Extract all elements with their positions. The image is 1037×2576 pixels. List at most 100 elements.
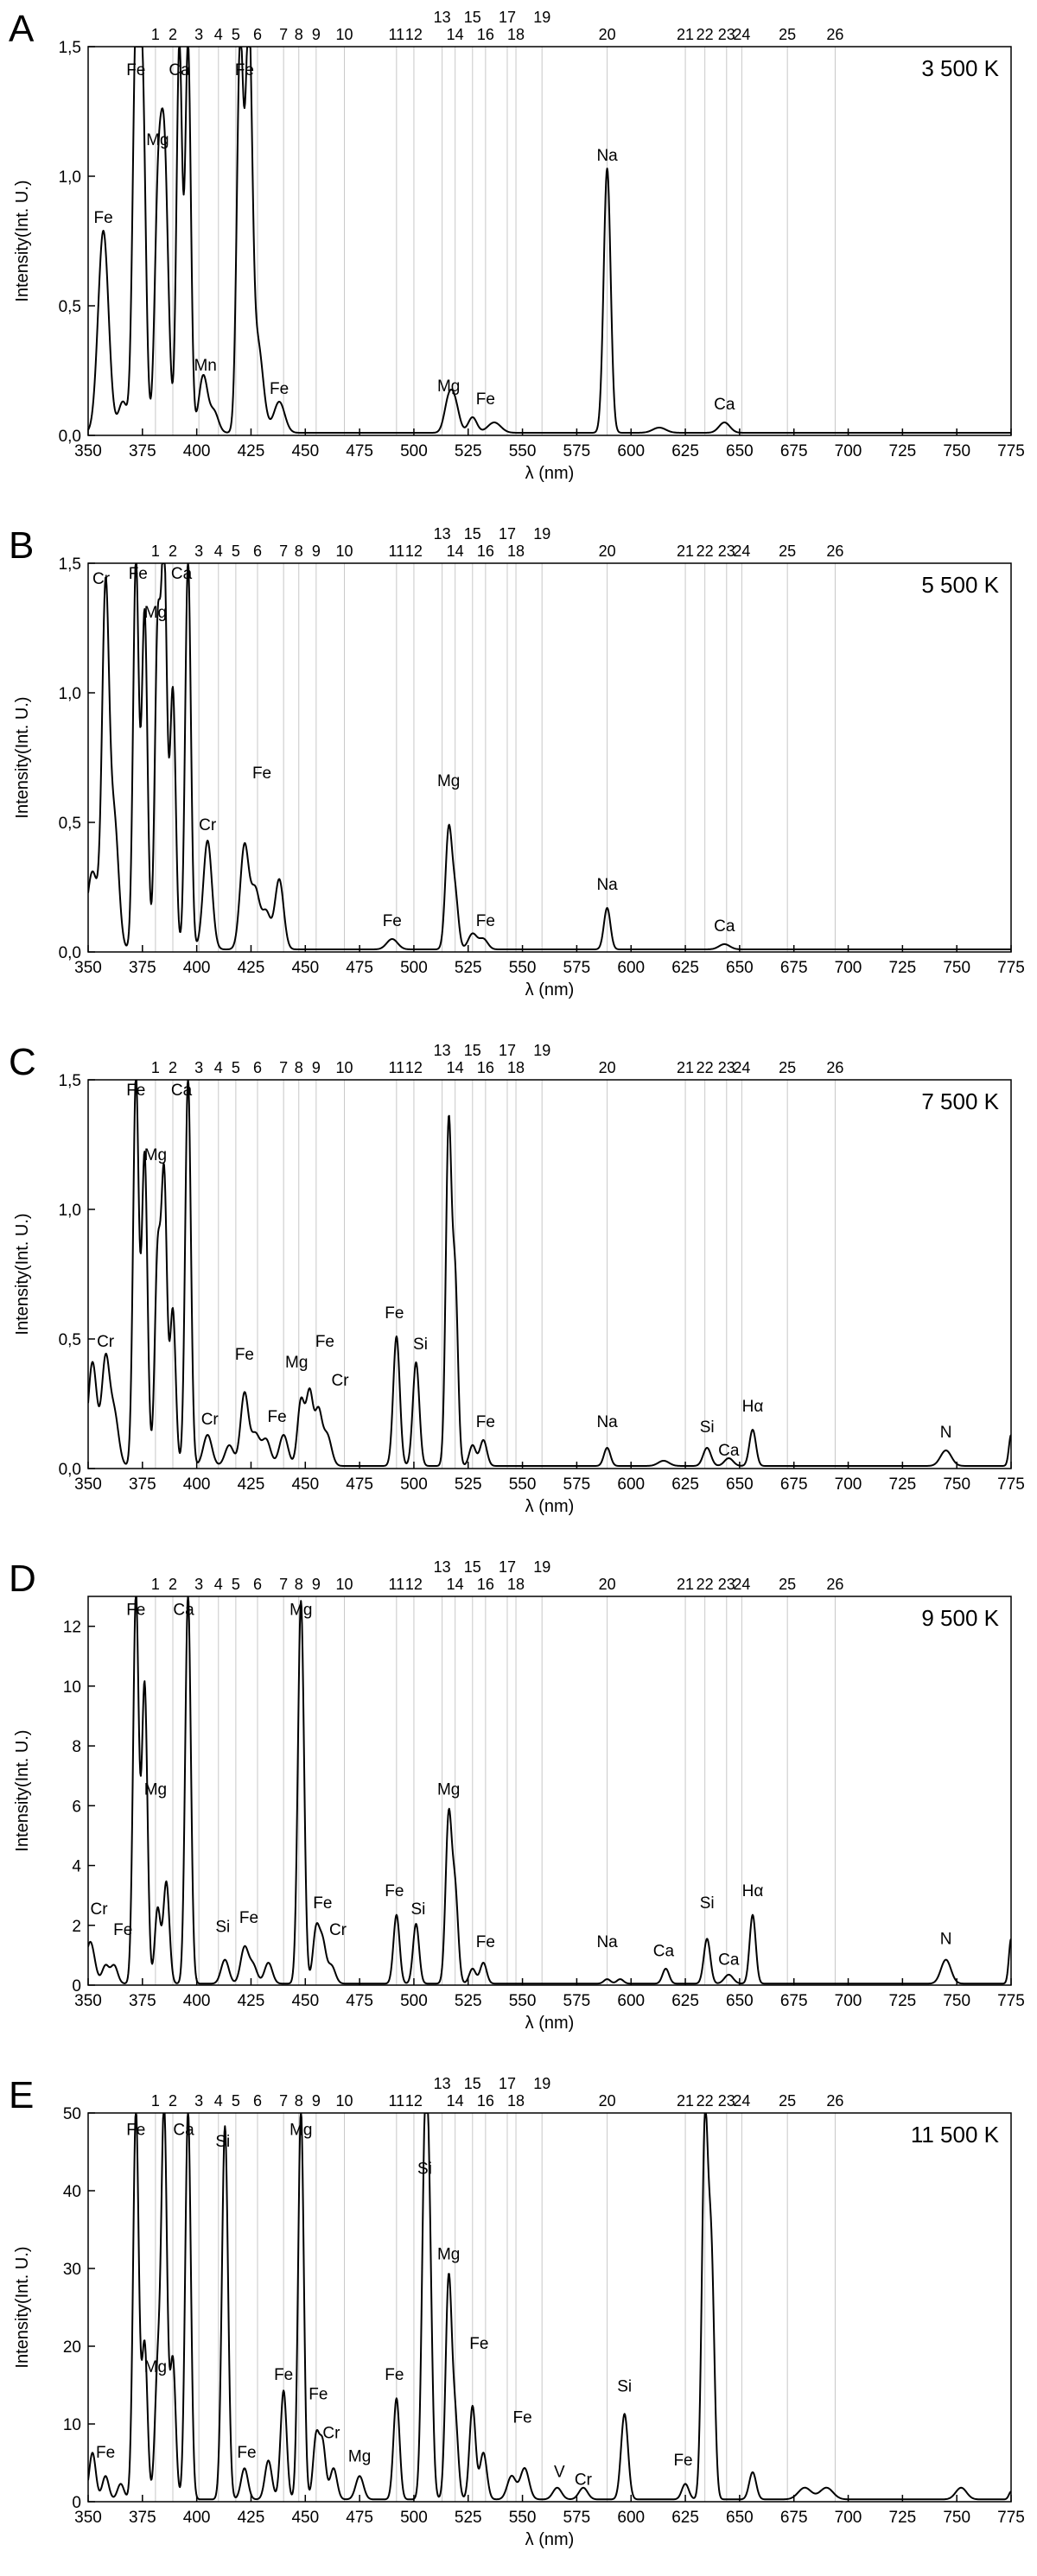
reference-label-13: 13	[434, 1558, 451, 1576]
x-tick-label: 500	[400, 1992, 428, 2010]
peak-label: N	[940, 1930, 952, 1948]
reference-label-20: 20	[599, 26, 616, 43]
x-tick-label: 750	[943, 1992, 970, 2010]
reference-label-20: 20	[599, 2092, 616, 2110]
peak-label: Ca	[718, 1442, 740, 1460]
reference-label-21: 21	[677, 542, 694, 560]
peak-label: Fe	[313, 1894, 332, 1913]
y-tick-label: 4	[72, 1858, 81, 1876]
peak-label: Fe	[385, 1304, 404, 1323]
reference-label-22: 22	[697, 1576, 714, 1593]
x-tick-label: 600	[617, 1475, 645, 1494]
peak-label: Ca	[169, 61, 190, 79]
reference-label-22: 22	[697, 1059, 714, 1076]
reference-label-24: 24	[733, 2092, 750, 2110]
peak-label: Cr	[91, 1900, 109, 1919]
x-tick-label: 425	[238, 1475, 265, 1494]
peak-label: Na	[596, 147, 618, 165]
reference-label-14: 14	[447, 26, 464, 43]
x-tick-label: 600	[617, 959, 645, 977]
x-tick-label: 775	[997, 1992, 1025, 2010]
peak-label: Si	[417, 2160, 432, 2179]
x-tick-label: 400	[183, 2509, 211, 2527]
peak-label: Cr	[97, 1333, 115, 1351]
x-tick-label: 700	[835, 959, 862, 977]
reference-label-13: 13	[434, 9, 451, 26]
reference-label-17: 17	[499, 525, 516, 542]
peak-label: Fe	[274, 2366, 293, 2384]
reference-label-25: 25	[779, 2092, 796, 2110]
reference-lines	[155, 47, 836, 435]
x-tick-label: 450	[291, 2509, 319, 2527]
peak-label: Mg	[144, 2358, 167, 2376]
reference-label-5: 5	[232, 542, 240, 560]
x-tick-label: 450	[291, 959, 319, 977]
y-axis-label: Intensity(Int. U.)	[13, 180, 32, 301]
x-tick-label: 775	[997, 1475, 1025, 1494]
reference-label-23: 23	[718, 1059, 735, 1076]
x-tick-label: 725	[889, 442, 917, 460]
x-tick-label: 700	[835, 2509, 862, 2527]
reference-label-25: 25	[779, 1059, 796, 1076]
peak-label: Fe	[235, 1346, 254, 1364]
plot-frame	[87, 1079, 1012, 1469]
x-tick-label: 375	[129, 1992, 156, 2010]
reference-label-8: 8	[295, 26, 303, 43]
y-axis-label: Intensity(Int. U.)	[13, 1729, 32, 1851]
x-tick-label: 525	[455, 2509, 482, 2527]
peak-label: Mg	[437, 772, 460, 790]
reference-label-22: 22	[697, 26, 714, 43]
reference-label-8: 8	[295, 2092, 303, 2110]
reference-label-1: 1	[151, 1576, 160, 1593]
x-tick-label: 400	[183, 442, 211, 460]
reference-label-6: 6	[253, 2092, 262, 2110]
x-tick-label: 575	[563, 2509, 591, 2527]
reference-label-4: 4	[214, 26, 223, 43]
reference-label-23: 23	[718, 2092, 735, 2110]
reference-label-9: 9	[312, 1576, 321, 1593]
x-tick-label: 750	[943, 959, 970, 977]
reference-label-1: 1	[151, 26, 160, 43]
reference-label-16: 16	[477, 542, 494, 560]
x-tick-label: 750	[943, 1475, 970, 1494]
peak-label: Mg	[285, 1354, 308, 1372]
peak-label: Si	[215, 2133, 230, 2151]
reference-label-5: 5	[232, 1059, 240, 1076]
y-tick-label: 30	[63, 2261, 81, 2279]
x-tick-label: 425	[238, 442, 265, 460]
reference-label-25: 25	[779, 26, 796, 43]
x-tick-label: 450	[291, 1992, 319, 2010]
peak-label: Fe	[126, 1602, 145, 1620]
reference-label-20: 20	[599, 1576, 616, 1593]
peak-label: Fe	[126, 61, 145, 79]
reference-label-19: 19	[533, 1558, 550, 1576]
reference-label-15: 15	[464, 1042, 481, 1059]
reference-label-15: 15	[464, 525, 481, 542]
panel-letter: C	[9, 1041, 36, 1083]
reference-label-3: 3	[194, 1059, 203, 1076]
reference-label-12: 12	[405, 1059, 423, 1076]
reference-label-5: 5	[232, 1576, 240, 1593]
reference-label-24: 24	[733, 1059, 750, 1076]
reference-label-6: 6	[253, 26, 262, 43]
reference-label-11: 11	[388, 26, 404, 43]
peak-label: Mg	[146, 131, 169, 149]
reference-label-3: 3	[194, 542, 203, 560]
peak-label: Si	[411, 1900, 426, 1919]
x-tick-label: 350	[74, 1992, 102, 2010]
x-tick-label: 350	[74, 442, 102, 460]
x-tick-label: 375	[129, 959, 156, 977]
x-tick-label: 675	[780, 1475, 808, 1494]
y-tick-label: 0,0	[59, 428, 81, 446]
x-tick-label: 550	[509, 959, 537, 977]
temperature-label: 11 500 K	[911, 2122, 1000, 2148]
panel-letter: A	[9, 8, 35, 50]
x-tick-label: 625	[671, 1475, 699, 1494]
peak-label: Si	[617, 2378, 632, 2396]
x-tick-label: 500	[400, 2509, 428, 2527]
spectrum-line	[88, 1080, 1011, 1467]
reference-lines	[155, 1080, 836, 1469]
peak-label: Fe	[268, 1408, 287, 1426]
